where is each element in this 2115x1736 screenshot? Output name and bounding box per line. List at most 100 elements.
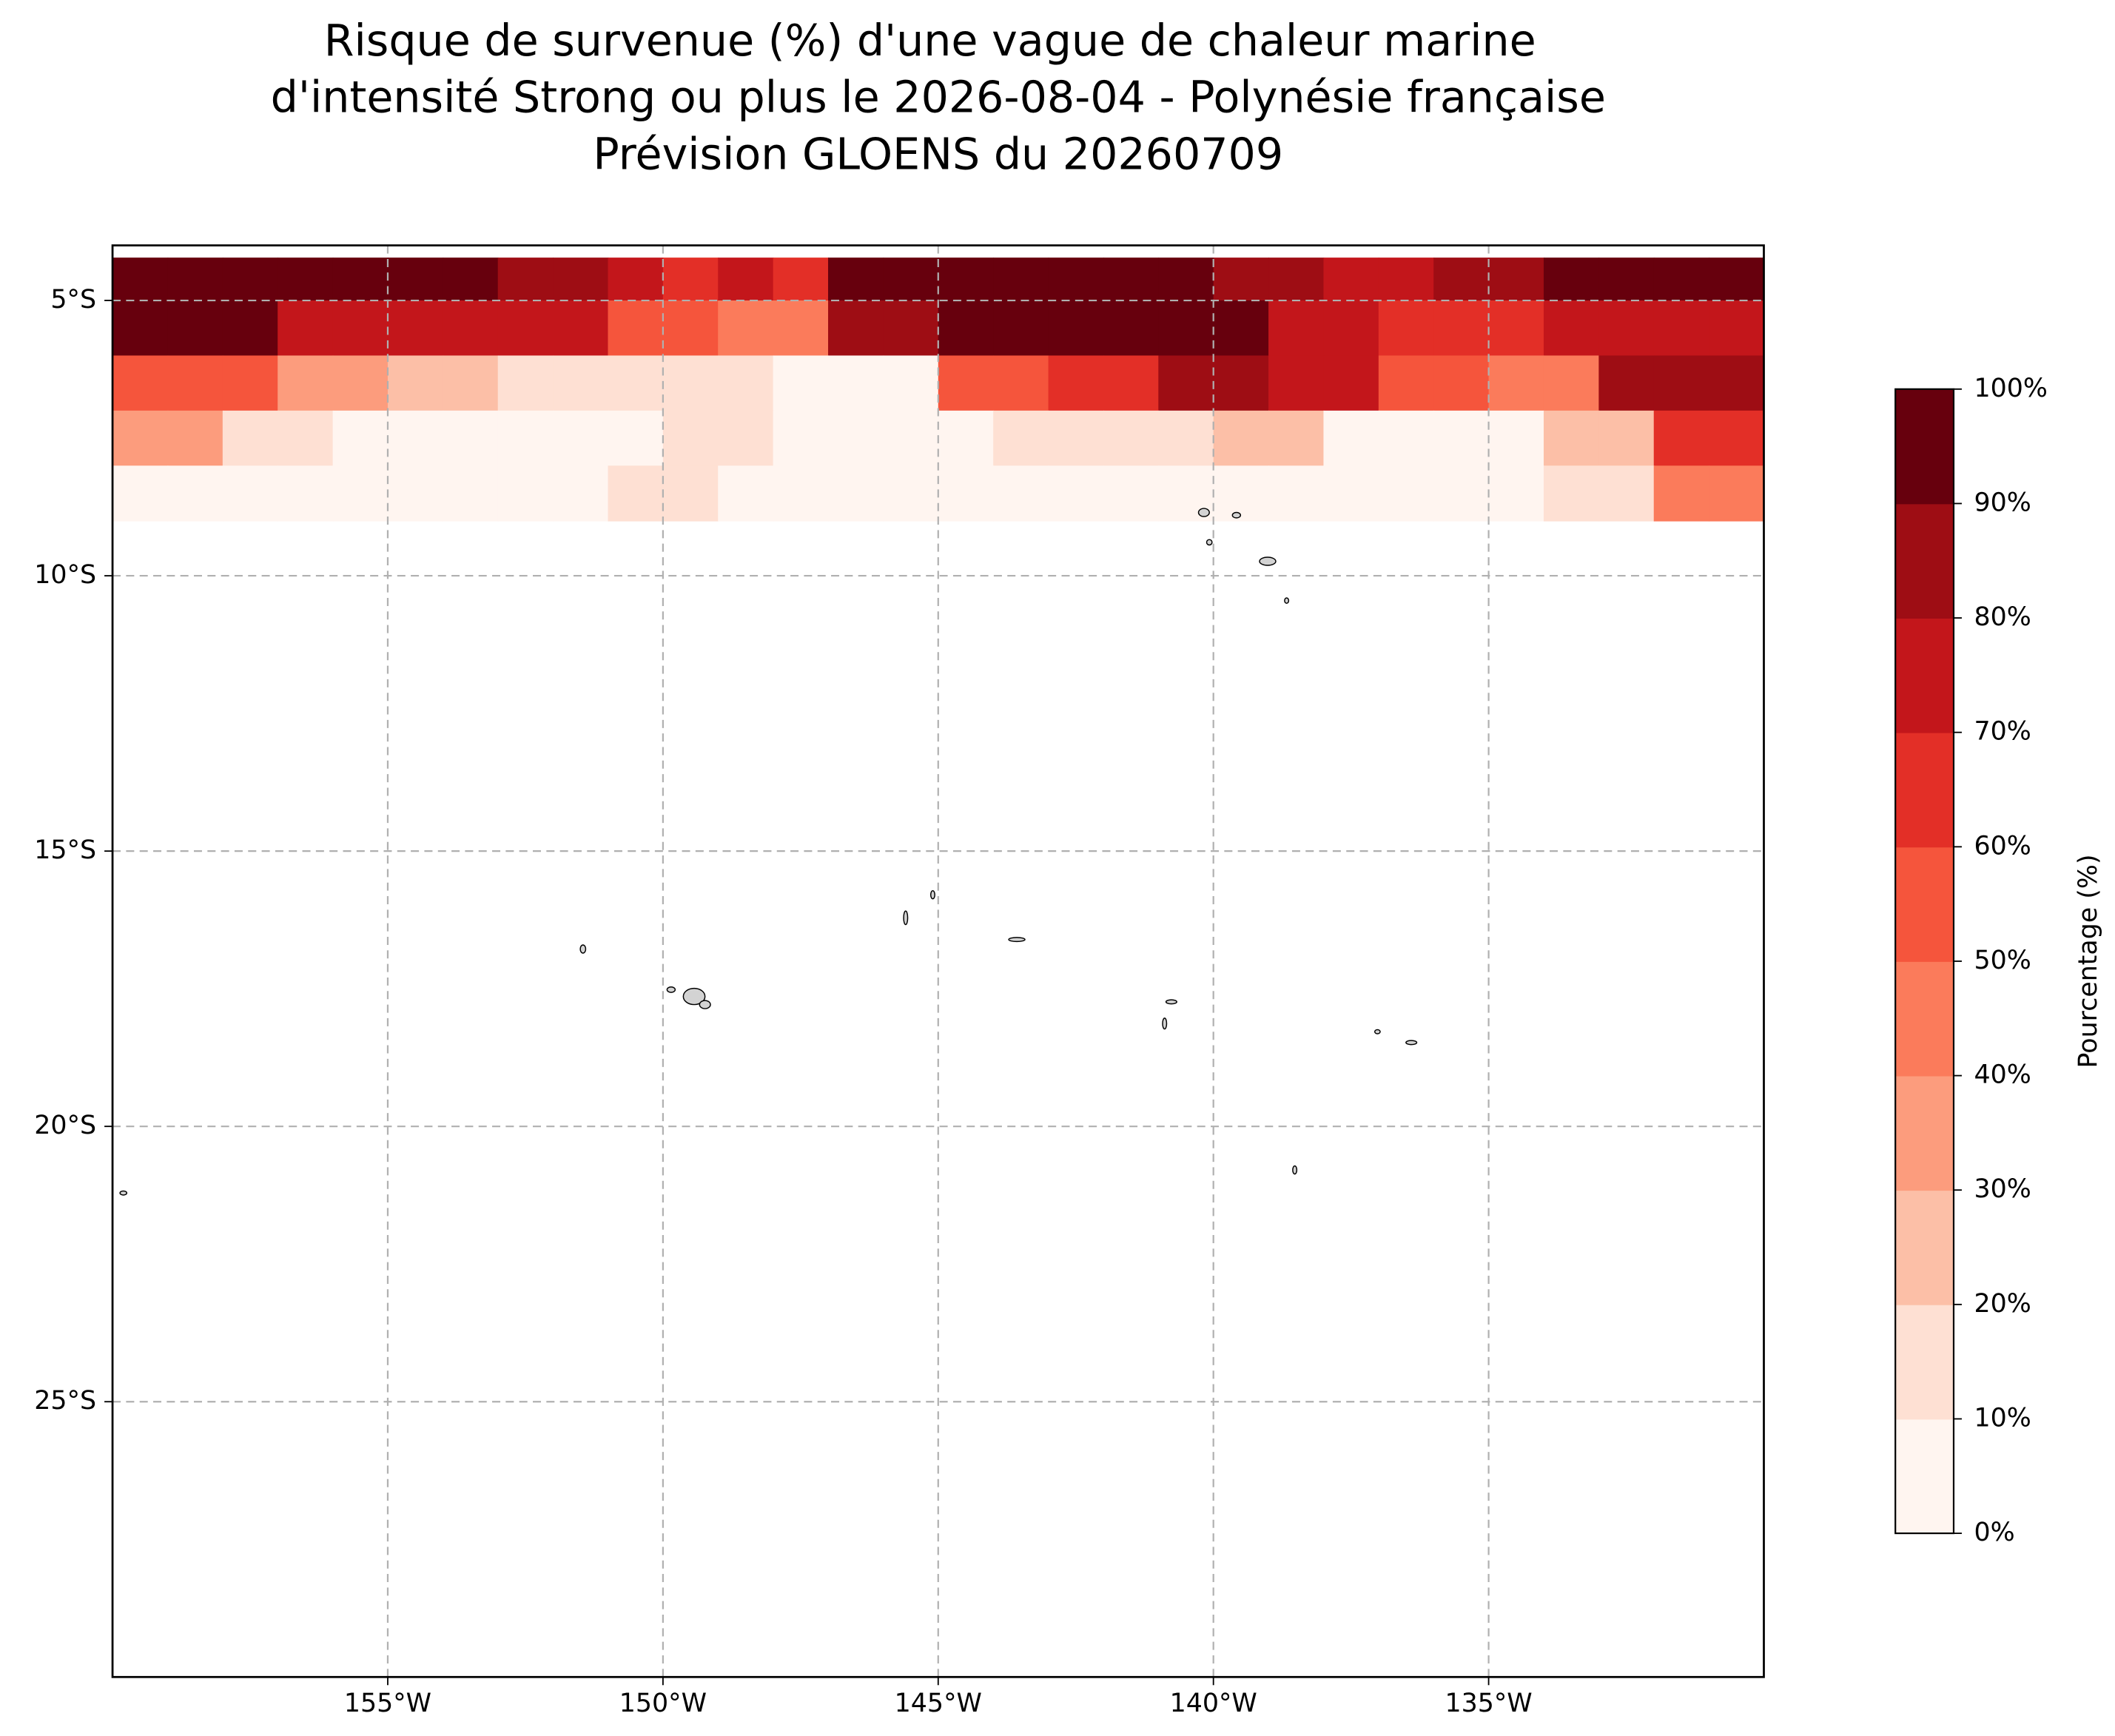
colorbar-tick-label: 60%: [1974, 831, 2031, 861]
field-cell: [332, 355, 389, 411]
field-cell: [1158, 258, 1214, 301]
field-cell: [553, 300, 609, 357]
island: [1373, 1029, 1381, 1034]
field-cell: [1103, 258, 1160, 301]
field-cell: [1709, 355, 1765, 411]
colorbar-swatch: [1895, 847, 1954, 962]
field-cell: [112, 300, 169, 357]
field-cell: [332, 300, 389, 357]
field-cell: [1378, 355, 1435, 411]
field-cell: [1433, 300, 1490, 357]
field-cell: [1158, 355, 1214, 411]
field-cell: [332, 465, 389, 522]
field-cell: [112, 258, 169, 301]
island: [929, 889, 935, 900]
field-cell: [718, 300, 774, 357]
colorbar-tick-label: 10%: [1974, 1403, 2031, 1433]
field-cell: [1378, 465, 1435, 522]
field-cell: [828, 258, 884, 301]
field-cell: [387, 465, 444, 522]
field-cell: [443, 300, 499, 357]
field-cell: [883, 355, 939, 411]
field-cell: [332, 258, 389, 301]
y-tick-label: 25°S: [34, 1386, 96, 1416]
field-cell: [828, 355, 884, 411]
y-tick-label: 10°S: [34, 560, 96, 590]
field-cell: [773, 465, 829, 522]
field-cell: [662, 300, 719, 357]
field-cell: [222, 410, 279, 467]
field-cell: [773, 355, 829, 411]
island: [1197, 508, 1210, 517]
colorbar: 0% 10% 20% 30% 40% 50% 60% 70% 80% 90% 100%: [1894, 374, 2048, 1547]
field-cell: [332, 410, 389, 467]
field-cell: [1158, 410, 1214, 467]
field-cell: [497, 300, 554, 357]
field-cell: [443, 355, 499, 411]
field-cell: [938, 410, 995, 467]
colorbar-tick-label: 90%: [1974, 488, 2031, 517]
colorbar-swatch: [1895, 503, 1954, 619]
field-cell: [1323, 410, 1379, 467]
field-cell: [938, 465, 995, 522]
field-cell: [938, 300, 995, 357]
field-cell: [1709, 300, 1765, 357]
field-cell: [553, 465, 609, 522]
colorbar-label: Pourcentage (%): [2074, 854, 2103, 1068]
field-cell: [1488, 465, 1544, 522]
field-cell: [112, 355, 169, 411]
field-cell: [1268, 465, 1325, 522]
field-cell: [278, 355, 334, 411]
field-cell: [608, 355, 664, 411]
field-cell: [938, 258, 995, 301]
field-cell: [773, 300, 829, 357]
field-cell: [1158, 300, 1214, 357]
island: [1259, 556, 1277, 566]
field-cell: [883, 410, 939, 467]
field-cell: [773, 258, 829, 301]
colorbar-tick-label: 40%: [1974, 1060, 2031, 1090]
field-cell: [1488, 410, 1544, 467]
field-cell: [553, 410, 609, 467]
chart-title: d'intensité Strong ou plus le 2026-08-04…: [271, 73, 1606, 123]
field-cell: [112, 410, 169, 467]
field-cell: [1653, 355, 1710, 411]
field-cell: [1378, 300, 1435, 357]
island: [903, 910, 909, 926]
field-cell: [1488, 355, 1544, 411]
field-cell: [387, 355, 444, 411]
field-cell: [993, 355, 1049, 411]
island: [682, 987, 706, 1006]
field-cell: [1598, 410, 1655, 467]
field-cell: [662, 465, 719, 522]
field-cell: [993, 410, 1049, 467]
field: [112, 258, 1765, 522]
field-cell: [1709, 465, 1765, 522]
field-cell: [1378, 258, 1435, 301]
field-cell: [1598, 300, 1655, 357]
chart-title: Prévision GLOENS du 20260709: [593, 129, 1283, 180]
field-cell: [1488, 300, 1544, 357]
field-cell: [1653, 258, 1710, 301]
field-cell: [608, 300, 664, 357]
field-cell: [662, 410, 719, 467]
field-cell: [828, 410, 884, 467]
field-cell: [1323, 465, 1379, 522]
field-cell: [167, 300, 223, 357]
field-cell: [1323, 258, 1379, 301]
field-cell: [993, 300, 1049, 357]
field-cell: [1543, 465, 1600, 522]
field-cell: [387, 300, 444, 357]
field-cell: [167, 410, 223, 467]
field-cell: [222, 465, 279, 522]
field-cell: [1048, 465, 1104, 522]
island: [579, 944, 587, 954]
field-cell: [278, 258, 334, 301]
field-cell: [1268, 355, 1325, 411]
field-cell: [497, 410, 554, 467]
field-cell: [553, 355, 609, 411]
field-cell: [1709, 258, 1765, 301]
field-cell: [1213, 258, 1269, 301]
field-cell: [1488, 258, 1544, 301]
